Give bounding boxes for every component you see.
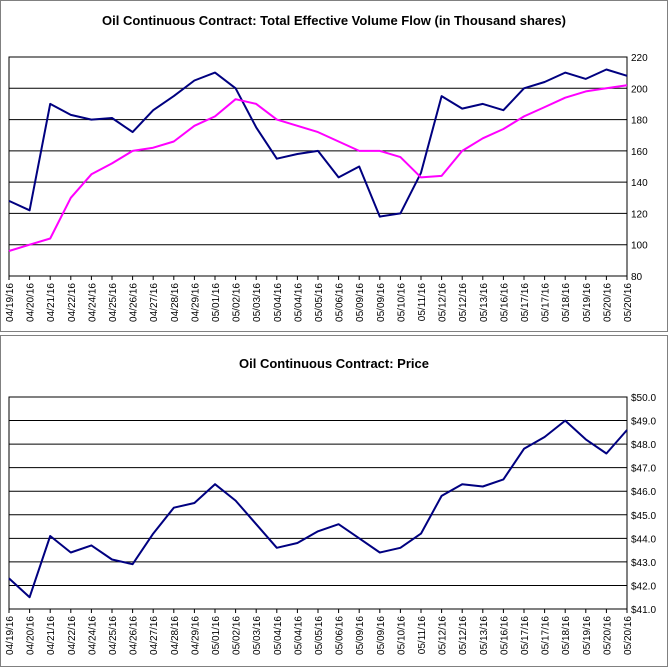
x-tick-label: 05/09/16 [355,283,366,322]
x-tick-label: 04/28/16 [170,616,181,655]
x-tick-label: 05/17/16 [541,283,552,322]
x-tick-label: 05/11/16 [417,283,428,322]
series-line-0 [8,419,628,599]
x-tick-label: 04/22/16 [67,283,78,322]
x-tick-label: 05/04/16 [273,283,284,322]
series-line-1 [8,84,628,252]
y-tick-label: $42.0 [631,581,656,592]
price-chart-panel: Oil Continuous Contract: Price $41.0 $42.… [0,335,668,667]
y-tick-label: 220 [631,53,648,64]
x-tick-label: 05/18/16 [561,283,572,322]
volume-flow-chart-title: Oil Continuous Contract: Total Effective… [102,13,566,28]
y-tick-label: 160 [631,147,648,158]
x-tick-label: 05/12/16 [458,283,469,322]
x-tick-label: 04/24/16 [87,616,98,655]
x-tick-label: 05/09/16 [355,616,366,655]
x-tick-label: 05/13/16 [479,283,490,322]
x-tick-label: 05/10/16 [396,616,407,655]
x-tick-label: 05/19/16 [582,283,593,322]
x-tick-label: 05/18/16 [561,616,572,655]
x-tick-label: 04/29/16 [190,616,201,655]
y-tick-label: 100 [631,241,648,252]
x-tick-label: 05/16/16 [499,616,510,655]
x-tick-label: 04/26/16 [129,616,140,655]
x-tick-label: 05/06/16 [335,283,346,322]
x-tick-label: 04/20/16 [26,616,37,655]
x-tick-label: 05/02/16 [232,283,243,322]
price-chart: $41.0 $42.0 $43.0 $44.0 $45.0 $46.0 $47.0 $48.0… [5,393,656,655]
y-tick-label: 180 [631,116,648,127]
x-tick-label: 05/16/16 [499,283,510,322]
x-tick-label: 04/20/16 [26,283,37,322]
y-tick-label: $50.0 [631,393,656,404]
x-tick-label: 05/12/16 [438,616,449,655]
y-tick-label: $47.0 [631,464,656,475]
x-tick-label: 05/05/16 [314,283,325,322]
x-tick-label: 04/25/16 [108,283,119,322]
x-tick-label: 05/20/16 [602,616,613,655]
x-tick-label: 05/06/16 [335,616,346,655]
x-tick-label: 05/11/16 [417,616,428,655]
x-tick-label: 05/17/16 [520,283,531,322]
y-tick-label: $45.0 [631,511,656,522]
x-tick-label: 04/19/16 [5,283,16,322]
x-tick-label: 05/17/16 [520,616,531,655]
y-tick-label: 80 [631,272,643,283]
x-tick-label: 04/22/16 [67,616,78,655]
x-tick-label: 04/21/16 [46,283,57,322]
x-tick-label: 05/17/16 [541,616,552,655]
series-line-0 [8,68,628,218]
x-tick-label: 05/20/16 [602,283,613,322]
x-tick-label: 04/25/16 [108,616,119,655]
y-tick-label: $46.0 [631,487,656,498]
x-tick-label: 05/01/16 [211,616,222,655]
price-chart-title: Oil Continuous Contract: Price [239,356,429,371]
x-tick-label: 05/10/16 [396,283,407,322]
x-tick-label: 05/03/16 [252,283,263,322]
x-tick-label: 04/26/16 [129,283,140,322]
x-tick-label: 04/27/16 [149,283,160,322]
x-tick-label: 05/12/16 [438,283,449,322]
x-tick-label: 05/12/16 [458,616,469,655]
x-tick-label: 05/20/16 [623,616,634,655]
x-tick-label: 05/13/16 [479,616,490,655]
x-tick-label: 04/21/16 [46,616,57,655]
plot-area [8,396,628,610]
x-tick-label: 04/29/16 [190,283,201,322]
x-tick-label: 05/05/16 [314,616,325,655]
x-tick-label: 04/28/16 [170,283,181,322]
x-tick-label: 04/24/16 [87,283,98,322]
y-tick-label: $43.0 [631,558,656,569]
x-tick-label: 04/19/16 [5,616,16,655]
y-tick-label: $44.0 [631,534,656,545]
y-tick-label: 120 [631,209,648,220]
x-tick-label: 05/09/16 [376,283,387,322]
x-tick-label: 05/04/16 [293,283,304,322]
x-tick-label: 05/02/16 [232,616,243,655]
x-tick-label: 04/27/16 [149,616,160,655]
y-tick-label: 200 [631,84,648,95]
y-tick-label: $49.0 [631,417,656,428]
x-tick-label: 05/04/16 [273,616,284,655]
y-tick-label: $48.0 [631,440,656,451]
x-tick-label: 05/09/16 [376,616,387,655]
volume-flow-chart-panel: Oil Continuous Contract: Total Effective… [0,0,668,332]
x-tick-label: 05/04/16 [293,616,304,655]
x-tick-label: 05/01/16 [211,283,222,322]
volume-flow-chart: 80 100 120 140 160 180 200 220 04/19/16 04/20/16 0… [5,53,648,322]
y-tick-label: 140 [631,178,648,189]
plot-area [8,56,628,277]
x-tick-label: 05/19/16 [582,616,593,655]
y-tick-label: $41.0 [631,605,656,616]
x-tick-label: 05/03/16 [252,616,263,655]
x-tick-label: 05/20/16 [623,283,634,322]
